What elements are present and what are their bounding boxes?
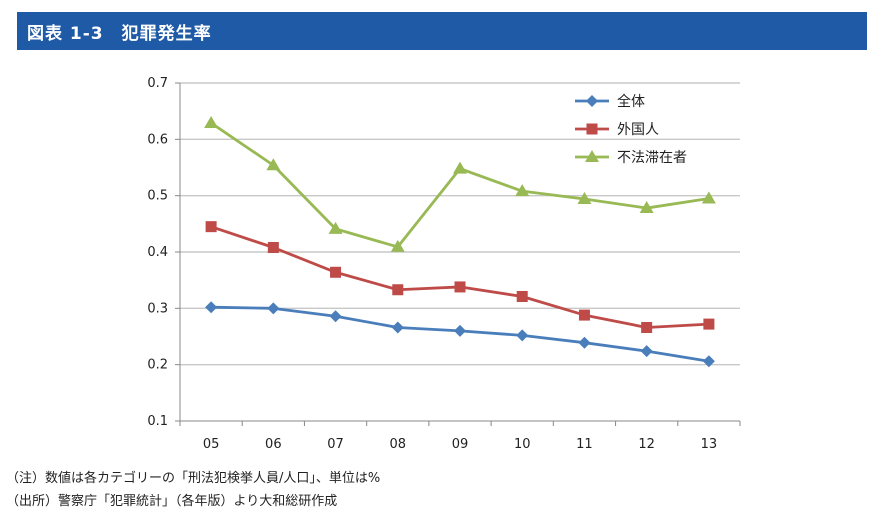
data-point-series-3 <box>266 158 281 171</box>
data-point-series-1 <box>267 302 280 315</box>
y-tick-label: 0.6 <box>147 132 168 147</box>
crime-rate-line-chart: 0.1 0.2 0.3 0.4 0.5 0.6 0.7 05 06 07 08 09 10 11 12 13 全… <box>147 76 741 452</box>
y-tick-label: 0.5 <box>147 189 168 204</box>
data-point-series-3 <box>639 201 654 214</box>
legend-swatch-marker <box>585 150 599 162</box>
x-tick-label: 10 <box>514 437 531 452</box>
x-tick-label: 07 <box>327 437 344 452</box>
x-tick-label: 11 <box>576 437 593 452</box>
y-tick-label: 0.4 <box>147 245 168 260</box>
x-tick-label: 12 <box>638 437 655 452</box>
data-point-series-3 <box>328 221 343 234</box>
data-point-series-2 <box>454 281 466 293</box>
data-point-series-2 <box>267 241 279 253</box>
legend-swatch-marker <box>586 123 598 135</box>
data-point-series-3 <box>453 161 467 174</box>
data-point-series-1 <box>578 336 591 349</box>
footnote-source: （出所）警察庁「犯罪統計」（各年版）より大和総研作成 <box>6 494 338 509</box>
x-tick-label: 09 <box>452 437 469 452</box>
data-point-series-3 <box>390 239 405 252</box>
data-point-series-2 <box>578 309 590 321</box>
y-tick-label: 0.3 <box>147 301 168 316</box>
data-point-series-1 <box>516 329 529 342</box>
figure-title: 図表 1-3 犯罪発生率 <box>27 24 212 44</box>
data-point-series-1 <box>454 324 466 337</box>
y-tick-label: 0.7 <box>147 76 168 91</box>
x-tick-label: 08 <box>390 437 407 452</box>
data-point-series-2 <box>703 318 715 330</box>
x-tick-label: 13 <box>701 437 718 452</box>
data-point-series-2 <box>330 266 342 278</box>
legend-entry-label: 不法滞在者 <box>617 150 687 166</box>
x-tick-label: 06 <box>265 437 282 452</box>
y-tick-label: 0.1 <box>147 414 168 429</box>
data-point-series-2 <box>205 221 217 233</box>
y-tick-label: 0.2 <box>147 358 168 373</box>
data-point-series-1 <box>391 321 404 334</box>
figure-header-bar: 図表 1-3 犯罪発生率 <box>17 12 867 50</box>
data-point-series-3 <box>701 191 716 204</box>
data-point-series-2 <box>641 321 653 333</box>
x-tick-label: 05 <box>203 437 220 452</box>
series-line-3 <box>210 121 710 249</box>
series-line-2 <box>210 225 709 329</box>
data-point-series-1 <box>205 301 218 314</box>
legend-entry-label: 全体 <box>617 93 645 110</box>
footnote-note: （注）数値は各カテゴリーの「刑法犯検挙人員/人口」、単位は% <box>6 471 381 486</box>
legend-swatch-marker <box>586 95 598 107</box>
data-point-series-3 <box>204 115 219 128</box>
data-point-series-3 <box>577 192 592 205</box>
legend-entry-label: 外国人 <box>617 122 659 138</box>
data-point-series-1 <box>640 345 653 358</box>
data-point-series-2 <box>392 284 404 296</box>
data-point-series-1 <box>702 355 715 368</box>
data-point-series-1 <box>329 310 342 323</box>
data-point-series-3 <box>515 184 530 197</box>
data-point-series-2 <box>516 291 528 303</box>
